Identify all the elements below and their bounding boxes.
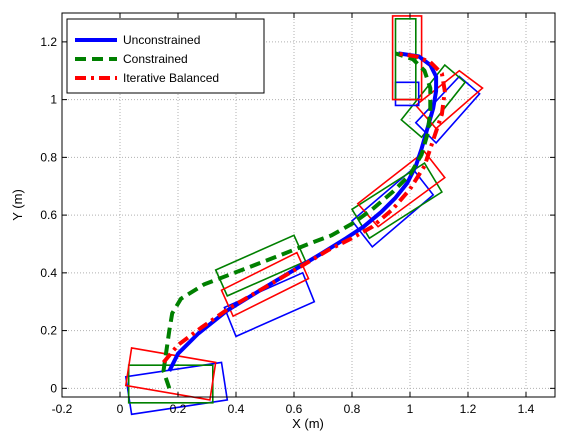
y-tick-label: 0 (50, 381, 57, 395)
axis-ticks: -0.2 0 0.2 0.4 0.6 0.8 1 1.2 1.4 0 0.2 0.4 0.6 0.8 1 1.… (40, 13, 555, 416)
y-tick-label: 0.4 (40, 266, 57, 280)
x-tick-label: 1.4 (518, 402, 535, 416)
y-tick-label: 0.6 (40, 208, 57, 222)
y-tick-label: 0.8 (40, 150, 57, 164)
y-tick-label: 0.2 (40, 324, 57, 338)
x-tick-label: 1.2 (460, 402, 477, 416)
vehicle-footprint-box (124, 346, 217, 401)
legend-label-unconstrained: Unconstrained (123, 33, 200, 47)
x-tick-label: 0 (117, 402, 124, 416)
y-axis-label: Y (m) (10, 189, 25, 221)
series-line-iterative-balanced (161, 51, 447, 364)
vehicle-footprint-box (350, 167, 435, 249)
vehicle-footprint-box (127, 364, 214, 404)
vehicle-footprint-box (124, 361, 229, 416)
legend-label-iterative-balanced: Iterative Balanced (123, 71, 219, 85)
y-tick-label: 1 (50, 93, 57, 107)
plot-area-frame (61, 12, 556, 398)
x-tick-label: 0.4 (228, 402, 245, 416)
x-tick-label: 0.2 (170, 402, 187, 416)
x-tick-label: 0.6 (286, 402, 303, 416)
trajectory-series (161, 51, 447, 389)
x-tick-label: 1 (407, 402, 414, 416)
x-tick-label: -0.2 (52, 402, 73, 416)
legend-box (66, 18, 265, 94)
legend-label-constrained: Constrained (123, 52, 188, 66)
y-tick-label: 1.2 (40, 35, 57, 49)
vehicle-footprint-box (391, 15, 423, 101)
x-axis-label: X (m) (292, 416, 324, 431)
legend: Unconstrained Constrained Iterative Bala… (66, 18, 265, 94)
vehicle-footprint-box (223, 271, 316, 338)
x-tick-label: 0.8 (344, 402, 361, 416)
vehicle-footprints (124, 15, 484, 416)
